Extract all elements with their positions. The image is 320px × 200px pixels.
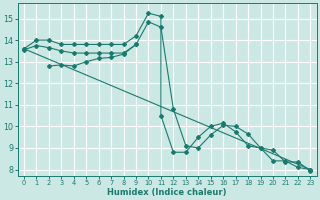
X-axis label: Humidex (Indice chaleur): Humidex (Indice chaleur) xyxy=(108,188,227,197)
